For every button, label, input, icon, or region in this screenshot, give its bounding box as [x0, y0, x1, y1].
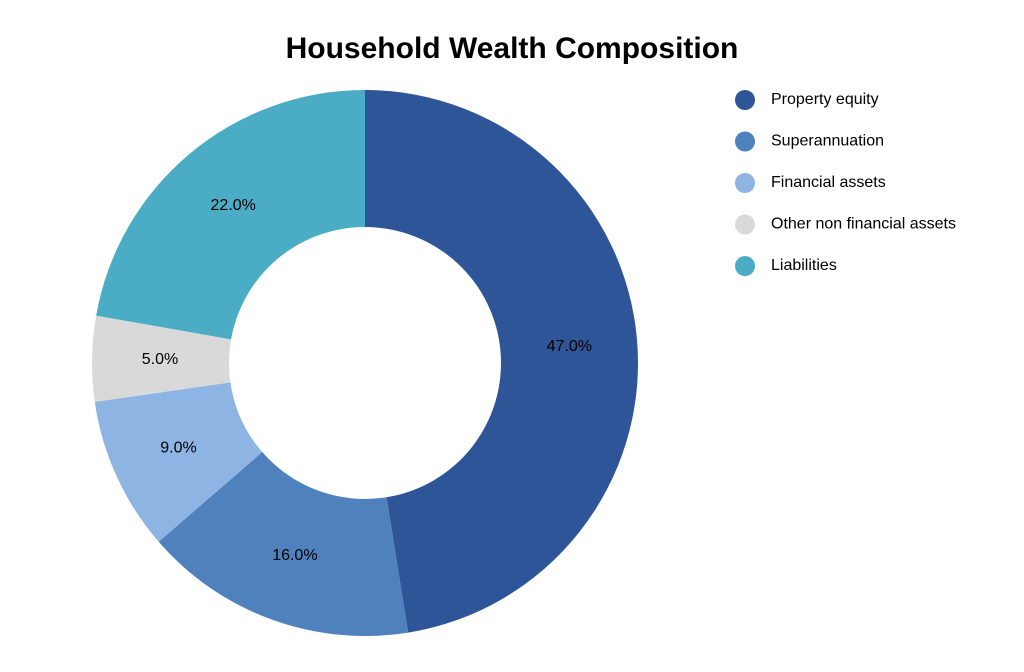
slice — [94, 382, 263, 542]
legend-label: Other non financial assets — [771, 216, 956, 233]
legend-swatch — [735, 214, 755, 235]
value-label: 16.0% — [272, 547, 317, 564]
legend-swatch — [735, 90, 755, 110]
legend-swatch — [735, 256, 755, 276]
slice — [92, 315, 232, 402]
value-label: 9.0% — [160, 439, 196, 456]
chart-title: Household Wealth Composition — [286, 32, 739, 65]
value-label: 5.0% — [142, 351, 178, 368]
value-label: 22.0% — [211, 197, 256, 214]
slice — [365, 90, 638, 633]
legend-label: Financial assets — [771, 174, 886, 191]
slice — [158, 452, 409, 636]
legend-swatch — [735, 173, 755, 193]
value-label: 47.0% — [547, 338, 592, 355]
legend-swatch — [735, 131, 755, 152]
legend-label: Liabilities — [771, 257, 837, 274]
legend-label: Property equity — [771, 91, 879, 108]
slice — [96, 90, 365, 340]
legend-label: Superannuation — [771, 133, 884, 150]
